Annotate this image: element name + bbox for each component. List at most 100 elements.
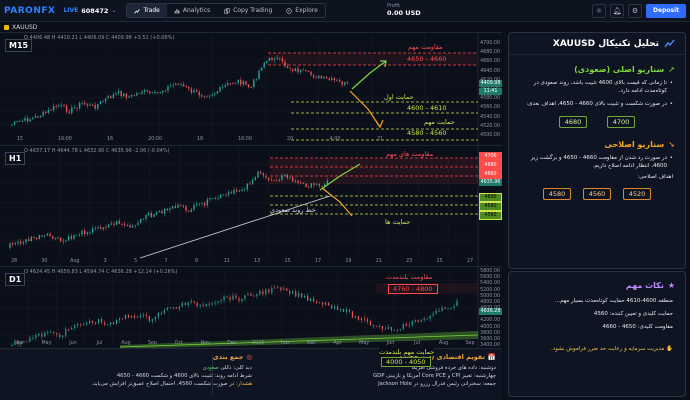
candle-body bbox=[299, 69, 302, 73]
candle-body bbox=[160, 313, 162, 314]
candle-body bbox=[313, 298, 315, 302]
candle-body bbox=[14, 340, 16, 345]
tab-copy-trading[interactable]: Copy Trading bbox=[217, 4, 279, 17]
m15-chart-pane[interactable]: M15 O 4406.48 H 4410.21 L 4406.09 C 4409… bbox=[0, 32, 502, 146]
candle-body bbox=[134, 225, 137, 227]
candle-body bbox=[41, 235, 43, 237]
candle-body bbox=[19, 121, 21, 122]
candle-body bbox=[37, 116, 39, 118]
tab-analytics[interactable]: Analytics bbox=[167, 4, 217, 17]
settings-gear-icon[interactable]: ⚙ bbox=[628, 4, 643, 18]
candle-body bbox=[251, 179, 254, 184]
candle-body bbox=[211, 303, 213, 305]
candle-body bbox=[71, 107, 73, 114]
candle-body bbox=[63, 105, 65, 107]
note-item: حمایت کلیدی و تعیین کننده: 4560 bbox=[593, 311, 673, 317]
candle-body bbox=[240, 80, 242, 85]
candle-body bbox=[101, 318, 103, 323]
price-tick-label: 4560.00 bbox=[480, 105, 500, 111]
h1-chart-pane[interactable]: H1 O 4637.17 H 4644.78 L 4632.90 C 4635.… bbox=[0, 145, 502, 267]
timeframe-label: H1 bbox=[5, 152, 26, 165]
price-tick-label: 4660.00 bbox=[480, 59, 500, 65]
candle-body bbox=[27, 239, 30, 242]
candle-body bbox=[265, 289, 267, 294]
candle-body bbox=[157, 313, 159, 318]
notification-bell-icon[interactable]: 🔔︎ bbox=[610, 4, 625, 18]
time-tick-label: 18 bbox=[196, 137, 204, 142]
d1-price-tag: 4636.28 bbox=[479, 308, 502, 315]
candle-body bbox=[175, 307, 177, 309]
candle-body bbox=[99, 101, 102, 105]
candle-body bbox=[399, 329, 401, 330]
candle-body bbox=[198, 91, 200, 96]
candle-body bbox=[113, 223, 115, 225]
candle-body bbox=[178, 306, 180, 309]
candle-body bbox=[53, 332, 55, 334]
resistance-title: مقاومت مهم bbox=[408, 43, 443, 51]
deposit-button[interactable]: Deposit bbox=[646, 4, 686, 18]
candle-body bbox=[26, 118, 29, 122]
time-tick-label: 28 bbox=[10, 259, 18, 264]
resistance-zone bbox=[270, 158, 478, 184]
candle-body bbox=[255, 78, 258, 80]
symbol-name: XAUUSD bbox=[12, 24, 38, 31]
profit-label: Profit bbox=[387, 3, 401, 9]
candle-body bbox=[179, 205, 182, 207]
price-tick-label: 5600.00 bbox=[480, 275, 500, 281]
candle-body bbox=[145, 215, 147, 219]
time-tick-label: Jul bbox=[414, 341, 420, 346]
candle-body bbox=[21, 120, 24, 122]
time-tick-label: 15 bbox=[284, 259, 291, 264]
candle-body bbox=[257, 171, 259, 178]
candle-body bbox=[336, 306, 339, 310]
candle-body bbox=[103, 322, 106, 325]
candle-body bbox=[22, 242, 25, 244]
candle-body bbox=[83, 324, 85, 326]
bullish-arrow-head bbox=[380, 60, 387, 68]
candle-body bbox=[273, 180, 275, 182]
candle-body bbox=[203, 96, 206, 98]
tab-trade[interactable]: Trade bbox=[127, 4, 167, 17]
candle-body bbox=[195, 203, 198, 206]
candle-body bbox=[262, 173, 265, 176]
candle-body bbox=[316, 301, 318, 304]
candle-body bbox=[94, 227, 97, 229]
candle-body bbox=[29, 337, 31, 342]
candle-body bbox=[43, 235, 46, 237]
candle-body bbox=[299, 182, 302, 184]
candle-body bbox=[345, 309, 348, 312]
candle-body bbox=[118, 220, 121, 224]
d1-chart-pane[interactable]: D1 O 4624.45 H 4659.83 L 4594.74 C 4636.… bbox=[0, 266, 502, 349]
account-selector[interactable]: LIVE 608472 ⌄ bbox=[63, 7, 116, 15]
candle-body bbox=[121, 318, 124, 320]
candle-body bbox=[169, 208, 171, 211]
m15-chart-canvas[interactable] bbox=[0, 33, 502, 146]
candle-body bbox=[89, 320, 91, 323]
candle-body bbox=[86, 322, 88, 325]
d1-chart-canvas[interactable] bbox=[0, 267, 502, 349]
candle-body bbox=[230, 192, 233, 194]
candle-body bbox=[208, 95, 211, 97]
candle-body bbox=[16, 121, 18, 122]
candle-body bbox=[275, 180, 278, 182]
h1-chart-canvas[interactable] bbox=[0, 146, 502, 267]
candle-body bbox=[447, 308, 449, 310]
candle-body bbox=[219, 194, 222, 198]
candle-body bbox=[435, 310, 437, 314]
candle-body bbox=[86, 232, 89, 235]
candle-body bbox=[295, 291, 297, 297]
candle-body bbox=[310, 183, 313, 188]
candle-body bbox=[177, 83, 180, 85]
m15-time-tag: 11:41 bbox=[479, 88, 502, 95]
candle-body bbox=[307, 71, 310, 72]
candle-body bbox=[318, 75, 320, 79]
candle-body bbox=[91, 104, 94, 106]
tab-explore[interactable]: Explore bbox=[279, 4, 325, 17]
app-logo[interactable]: PARONFX bbox=[4, 6, 55, 16]
theme-toggle-icon[interactable]: ☼ bbox=[592, 4, 607, 18]
candle-body bbox=[280, 287, 282, 290]
candle-body bbox=[52, 105, 55, 111]
candle-body bbox=[270, 179, 273, 181]
candle-body bbox=[190, 209, 193, 212]
candle-body bbox=[258, 70, 260, 79]
